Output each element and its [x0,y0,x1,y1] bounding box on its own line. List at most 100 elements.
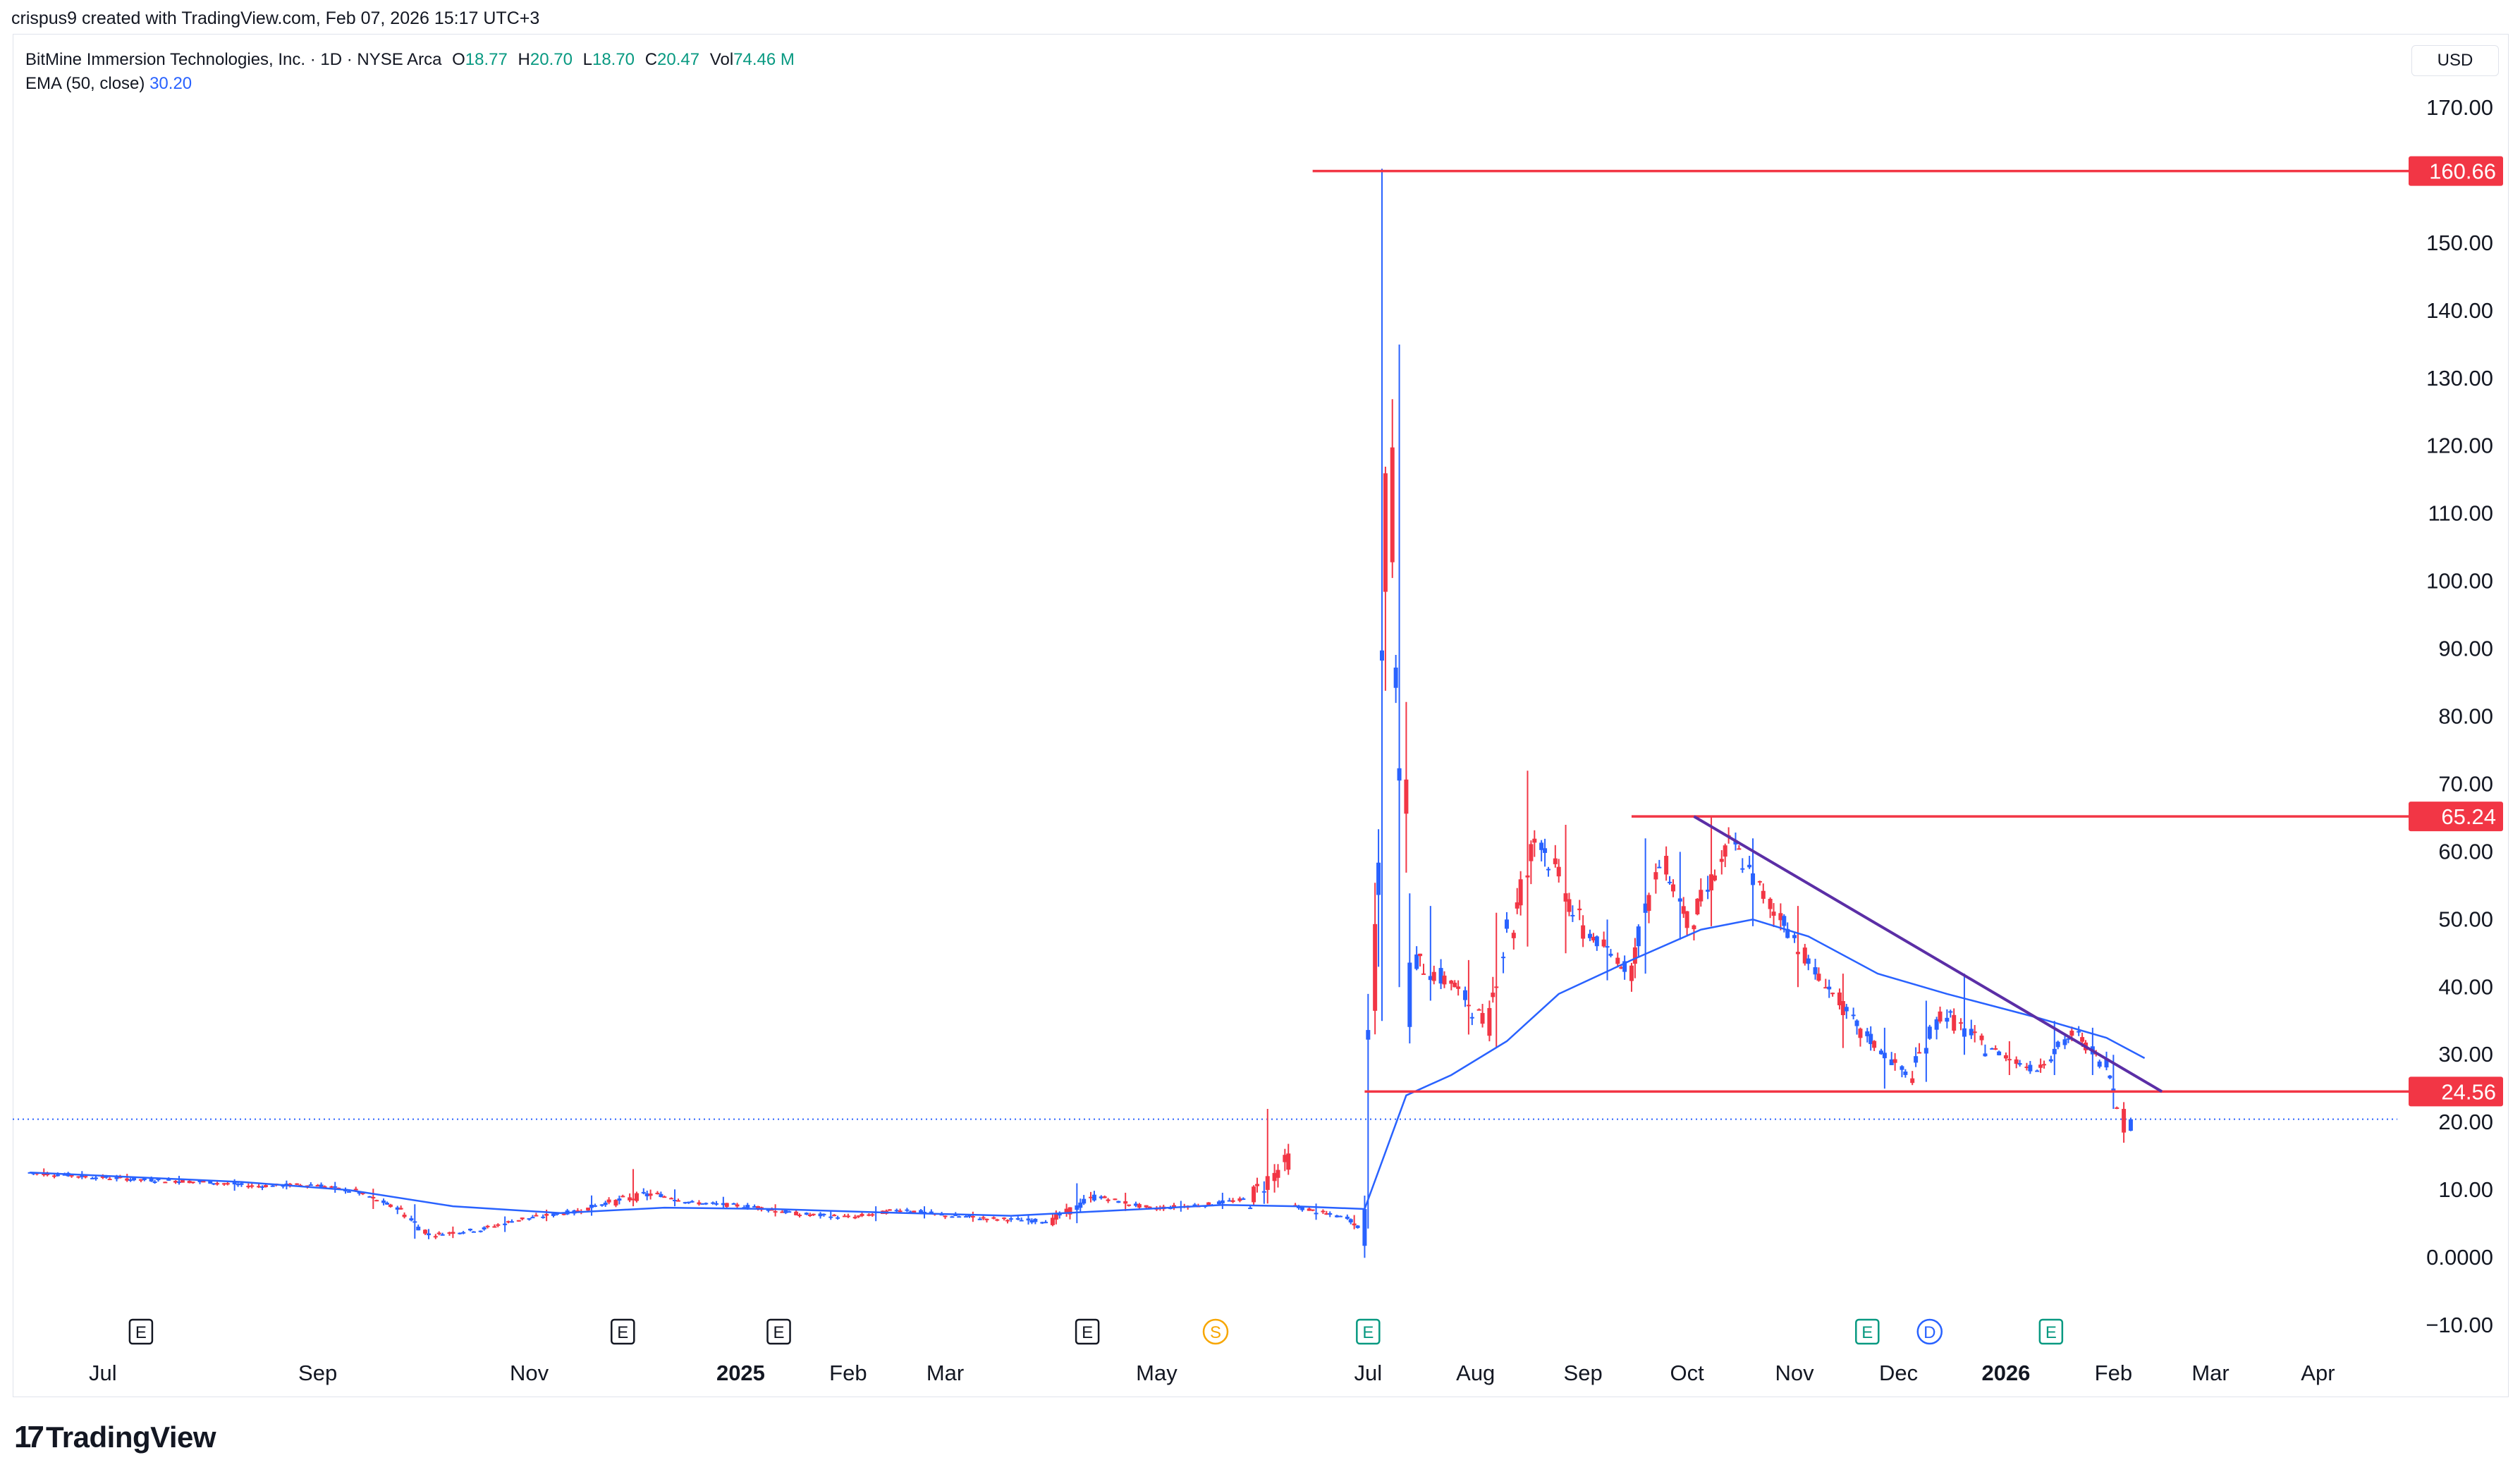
y-tick-label: 0.0000 [2426,1245,2493,1270]
candle-body [215,1183,220,1185]
candle-body [1670,884,1675,892]
candle-body [308,1184,313,1186]
candle-body [2052,1048,2057,1055]
event-marker-label: D [1923,1323,1935,1342]
candle-body [409,1218,414,1221]
candle-body [1127,1204,1132,1206]
low-label: L [582,50,592,69]
candle-body [970,1216,975,1218]
candle-body [1903,1072,1908,1075]
candle-body [669,1198,674,1200]
candle-body [1543,848,1548,853]
candle-body [592,1205,597,1207]
level-price-label: 160.66 [2429,159,2496,184]
candle-body [714,1203,719,1205]
x-tick-label: Sep [1564,1361,1603,1385]
candle-body [1099,1196,1103,1198]
candle-body [655,1192,660,1194]
candle-body [1868,1033,1873,1045]
candle-body [1116,1201,1121,1203]
candle-body [1712,875,1717,880]
candle-body [845,1215,850,1217]
candle-body [2014,1059,2019,1064]
candle-body [1948,1011,1953,1013]
candle-body [1761,890,1766,900]
ema-label[interactable]: EMA (50, close) [25,74,145,93]
candle-body [402,1215,407,1217]
y-tick-label: 170.00 [2426,95,2493,120]
currency-selector[interactable]: USD [2411,45,2499,76]
candle-body [1064,1208,1069,1214]
candle-body [807,1215,812,1217]
y-tick-label: 30.00 [2438,1042,2493,1067]
tradingview-logo[interactable]: 17 TradingView [14,1420,216,1455]
candle-body [1449,980,1454,984]
event-marker-label: E [1861,1323,1873,1342]
candle-body [586,1208,591,1211]
candle-body [1491,993,1496,998]
candle-body [1144,1205,1149,1208]
candle-body [724,1203,729,1208]
candle-body [780,1211,785,1213]
candle-body [83,1176,88,1178]
candle-body [659,1193,663,1198]
symbol-name[interactable]: BitMine Immersion Technologies, Inc. · 1… [25,50,442,69]
candle-body [1692,925,1696,930]
candle-body [197,1180,202,1182]
close-label: C [644,50,658,69]
candle-body [1515,902,1519,909]
y-tick-label: 140.00 [2426,298,2493,323]
event-marker-label: E [2045,1323,2057,1342]
candle-body [1629,965,1634,981]
candle-body [353,1189,358,1191]
candle-body [683,1202,687,1204]
candle-body [1019,1220,1024,1222]
candle-body [575,1210,580,1213]
candle-body [551,1213,556,1216]
candle-body [541,1216,546,1218]
candle-body [2066,1038,2071,1040]
x-tick-label: Sep [298,1361,337,1385]
candle-body [894,1210,899,1212]
candle-body [426,1233,431,1236]
candle-body [2003,1055,2008,1059]
candle-body [2128,1119,2133,1131]
candle-body [509,1221,514,1223]
candle-body [832,1215,837,1217]
candle-body [2062,1039,2067,1045]
candle-body [1653,872,1658,880]
candle-body [1314,1213,1319,1215]
candle-body [589,1204,594,1208]
candle-body [1632,947,1637,964]
candle-body [1254,1184,1259,1186]
candle-body [856,1215,861,1217]
candle-body [912,1210,917,1213]
dividend-event-icon [1916,1318,1943,1345]
candle-body [1404,779,1409,814]
candle-body [516,1220,521,1222]
candle-body [1792,935,1797,938]
candle-body [1050,1217,1055,1225]
candle-body [1261,1191,1266,1193]
candle-body [1348,1219,1353,1223]
candle-body [1608,953,1613,956]
candle-body [1844,1007,1849,1012]
candle-body [1865,1031,1870,1036]
candle-body [964,1216,969,1218]
candle-body [1934,1019,1939,1030]
candle-body [1917,1052,1922,1054]
candle-body [1878,1050,1883,1055]
y-tick-label: 80.00 [2438,704,2493,729]
candle-body [478,1230,483,1232]
chart-frame [13,34,2509,1397]
candle-body [1286,1153,1291,1170]
candle-body [319,1184,324,1187]
candle-body [458,1232,463,1234]
candle-body [756,1205,761,1209]
candle-body [1518,879,1523,906]
candle-body [1383,473,1388,592]
candle-body [554,1213,559,1215]
candle-body [821,1213,826,1215]
candle-body [156,1179,161,1181]
